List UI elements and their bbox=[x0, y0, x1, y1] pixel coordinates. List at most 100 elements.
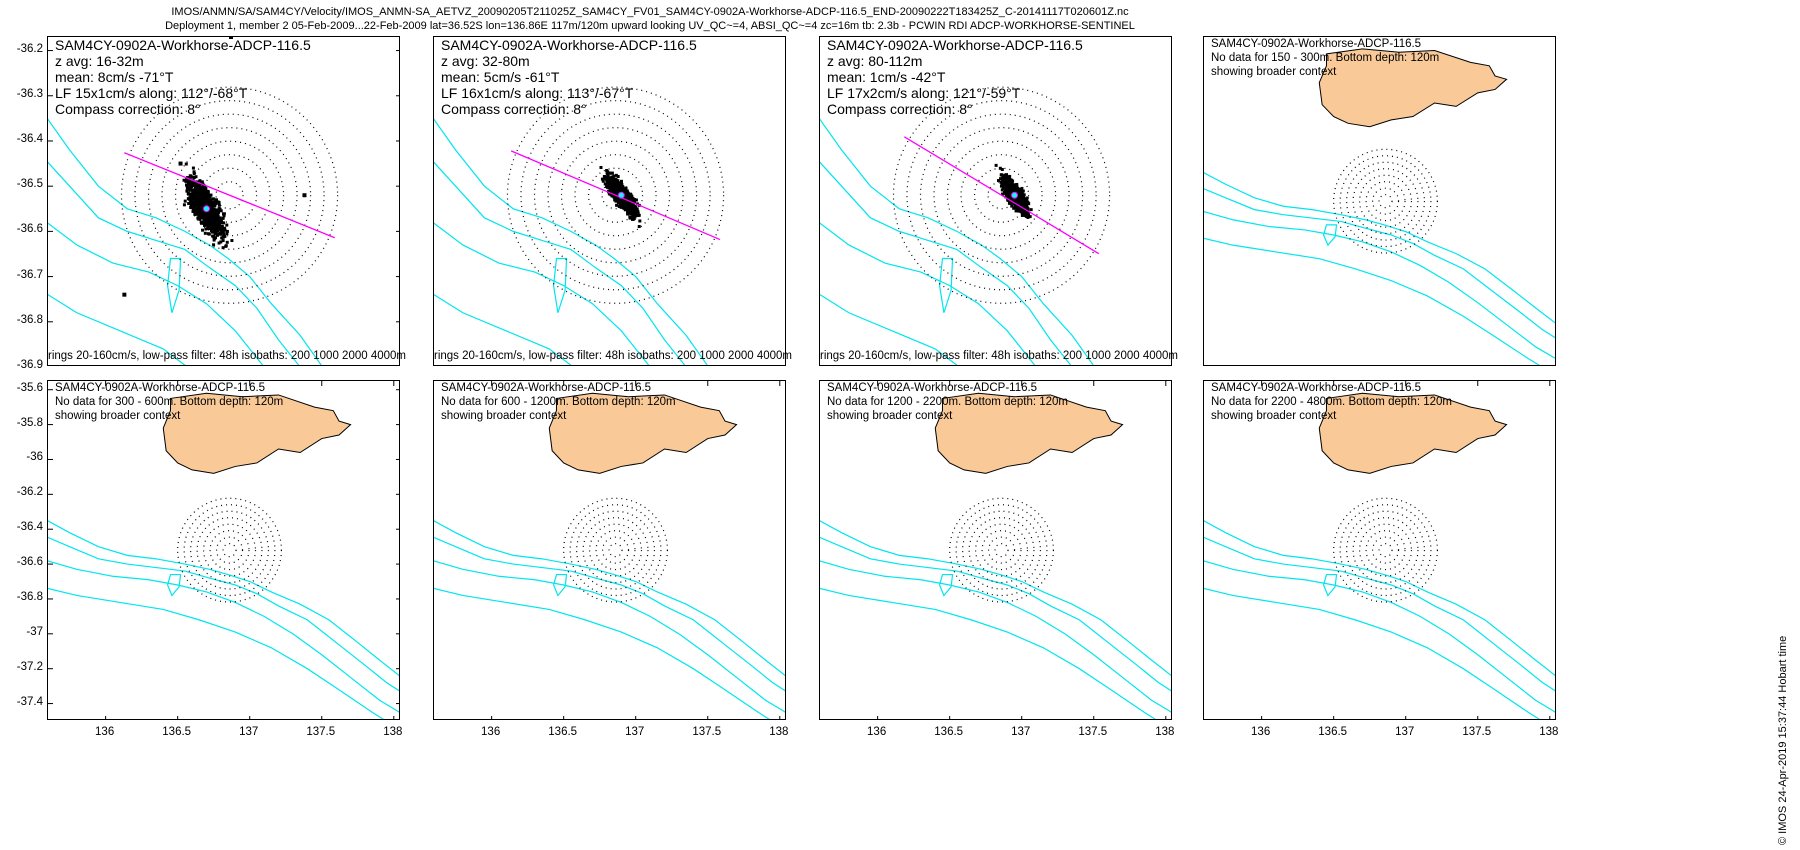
velocity-point bbox=[1020, 192, 1024, 196]
velocity-point bbox=[194, 199, 198, 203]
velocity-point bbox=[188, 178, 192, 182]
velocity-point bbox=[1029, 208, 1033, 212]
y-tick-label: -35.8 bbox=[16, 416, 43, 429]
velocity-point bbox=[633, 209, 637, 213]
velocity-point bbox=[1005, 186, 1009, 190]
velocity-point bbox=[1007, 175, 1011, 179]
velocity-point bbox=[599, 165, 603, 169]
velocity-point bbox=[1026, 210, 1030, 214]
velocity-point bbox=[198, 192, 202, 196]
velocity-point bbox=[621, 187, 625, 191]
panel-title: SAM4CY-0902A-Workhorse-ADCP-116.5 bbox=[441, 37, 697, 53]
velocity-point bbox=[195, 194, 199, 198]
speed-ring bbox=[1339, 504, 1432, 597]
velocity-point bbox=[605, 168, 609, 172]
velocity-point bbox=[214, 208, 218, 212]
isobath-line bbox=[434, 536, 785, 692]
speed-ring bbox=[1333, 148, 1439, 254]
speed-ring bbox=[906, 100, 1097, 291]
velocity-point bbox=[1017, 196, 1021, 200]
x-tick-label: 136 bbox=[95, 726, 115, 738]
velocity-point bbox=[202, 197, 206, 201]
velocity-point bbox=[638, 219, 642, 223]
speed-ring bbox=[981, 530, 1022, 571]
velocity-point bbox=[215, 229, 219, 233]
speed-ring bbox=[1352, 517, 1419, 584]
velocity-point bbox=[1022, 205, 1026, 209]
speed-ring bbox=[134, 100, 325, 291]
panel-info: SAM4CY-0902A-Workhorse-ADCP-116.5 No data… bbox=[827, 381, 1068, 423]
velocity-point bbox=[213, 214, 217, 218]
velocity-point bbox=[212, 212, 216, 216]
velocity-point bbox=[629, 209, 633, 213]
isobath-loop bbox=[938, 573, 954, 597]
principal-axis-line bbox=[903, 136, 1100, 255]
velocity-point bbox=[214, 198, 218, 202]
isobath-loop bbox=[166, 573, 182, 597]
velocity-point bbox=[997, 179, 1001, 183]
isobath-line bbox=[434, 118, 708, 365]
x-tick-label: 137 bbox=[1395, 726, 1415, 738]
speed-ring bbox=[892, 86, 1111, 304]
velocity-point bbox=[611, 186, 615, 190]
y-tick-label: -37 bbox=[26, 625, 43, 638]
velocity-point bbox=[223, 234, 227, 238]
velocity-point bbox=[1024, 207, 1028, 211]
speed-ring bbox=[203, 523, 257, 577]
speed-ring bbox=[587, 167, 644, 223]
velocity-point bbox=[209, 193, 213, 197]
velocity-point bbox=[1017, 199, 1021, 203]
velocity-point bbox=[617, 189, 621, 193]
isobath-line bbox=[820, 161, 1072, 365]
isobath-loop bbox=[552, 573, 568, 597]
velocity-point bbox=[183, 199, 187, 203]
velocity-point bbox=[198, 197, 202, 201]
velocity-point bbox=[1000, 183, 1004, 187]
isobath-line bbox=[48, 161, 300, 365]
isobath-line bbox=[48, 222, 264, 365]
velocity-point bbox=[632, 214, 636, 218]
velocity-point bbox=[1025, 212, 1029, 216]
velocity-point bbox=[189, 205, 193, 209]
x-tick-label: 138 bbox=[769, 726, 789, 738]
velocity-point bbox=[202, 219, 206, 223]
velocity-point bbox=[600, 177, 604, 181]
velocity-point bbox=[195, 190, 199, 194]
panel-info: SAM4CY-0902A-Workhorse-ADCP-116.5 No data… bbox=[55, 381, 283, 423]
figure-title-line-1: IMOS/ANMN/SA/SAM4CY/Velocity/IMOS_ANMN-S… bbox=[171, 6, 1129, 18]
velocity-point bbox=[602, 174, 606, 178]
velocity-point bbox=[187, 192, 191, 196]
y-tick-label: -36.6 bbox=[16, 223, 43, 236]
isobath-line bbox=[434, 161, 686, 365]
velocity-point bbox=[1024, 200, 1028, 204]
velocity-point bbox=[626, 212, 630, 216]
velocity-point bbox=[186, 181, 190, 185]
velocity-point bbox=[1015, 182, 1019, 186]
speed-ring bbox=[174, 140, 285, 250]
velocity-point bbox=[999, 173, 1003, 177]
velocity-point bbox=[207, 193, 211, 197]
velocity-point bbox=[203, 200, 207, 204]
velocity-point bbox=[189, 203, 193, 207]
velocity-point bbox=[207, 227, 211, 231]
velocity-point bbox=[1013, 199, 1017, 203]
velocity-point bbox=[1022, 204, 1026, 208]
y-tick-label: -36.4 bbox=[16, 521, 43, 534]
velocity-point bbox=[1000, 168, 1004, 172]
velocity-point bbox=[1025, 214, 1029, 218]
panel-7 bbox=[819, 380, 1172, 720]
velocity-point bbox=[1005, 192, 1009, 196]
speed-ring bbox=[987, 536, 1016, 564]
velocity-point bbox=[225, 240, 229, 244]
velocity-point bbox=[219, 240, 223, 244]
panel-info-line: mean: 5cm/s -61°T bbox=[441, 69, 560, 85]
speed-ring bbox=[1359, 174, 1413, 228]
velocity-point bbox=[205, 211, 209, 215]
panel-info-line: LF 15x1cm/s along: 112°/-68°T bbox=[55, 85, 248, 101]
panel-info-line: Compass correction: 8° bbox=[827, 101, 973, 117]
panel-info-line: showing broader context bbox=[55, 410, 181, 422]
panel-footer: rings 20-160cm/s, low-pass filter: 48h i… bbox=[434, 350, 792, 362]
panel-info: SAM4CY-0902A-Workhorse-ADCP-116.5 No data… bbox=[1211, 37, 1439, 79]
velocity-point bbox=[193, 194, 197, 198]
velocity-point bbox=[1019, 207, 1023, 211]
